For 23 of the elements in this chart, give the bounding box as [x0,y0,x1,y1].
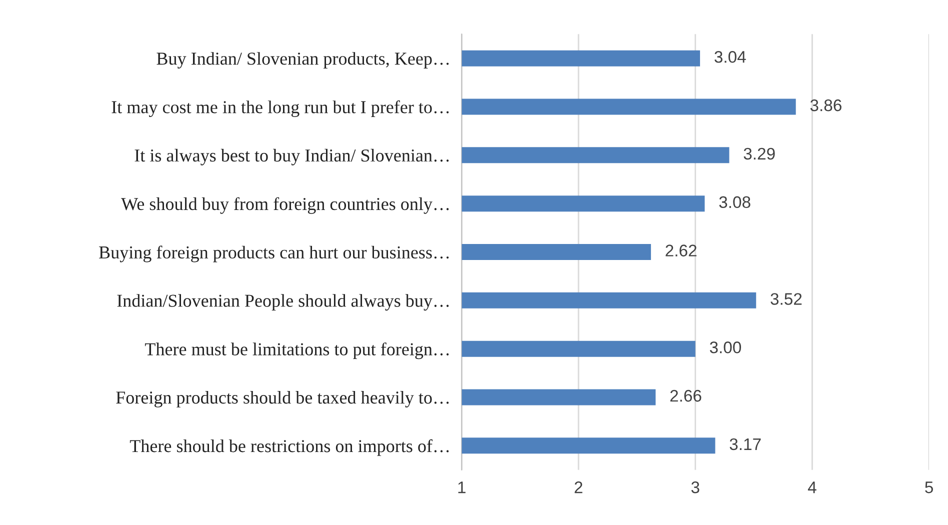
x-tick-label: 5 [925,482,933,494]
y-tick-label: Buying foreign products can hurt our business… [99,246,449,262]
data-label: 3.86 [810,99,842,112]
data-label: 3.52 [770,293,802,305]
y-tick-label: Foreign products should be taxed heavily to… [116,390,449,408]
data-label: 2.66 [670,390,702,402]
data-label: 3.17 [730,438,761,450]
data-label: 3.08 [719,196,750,208]
data-label: 2.62 [666,244,696,256]
x-tick-label: 2 [574,481,582,494]
y-tick-label: We should buy from foreign countries only… [121,197,449,214]
y-tick-label: It may cost me in the long run but I prefer to… [112,100,449,117]
data-label: 3.00 [710,342,742,354]
data-label: 3.29 [744,148,775,160]
y-tick-label: It is always best to buy Indian/ Slovenian… [134,148,449,166]
x-tick-label: 1 [458,482,466,494]
y-tick-label: Buy Indian/ Slovenian products, Keep… [156,52,449,68]
x-tick-label: 4 [808,482,816,494]
y-tick-label: Indian/Slovenian People should always buy… [117,294,449,311]
y-tick-label: There must be limitations to put foreign… [145,342,449,360]
x-tick-label: 3 [691,481,700,494]
data-label: 3.04 [714,51,746,63]
y-tick-label: There should be restrictions on imports of… [130,439,449,456]
